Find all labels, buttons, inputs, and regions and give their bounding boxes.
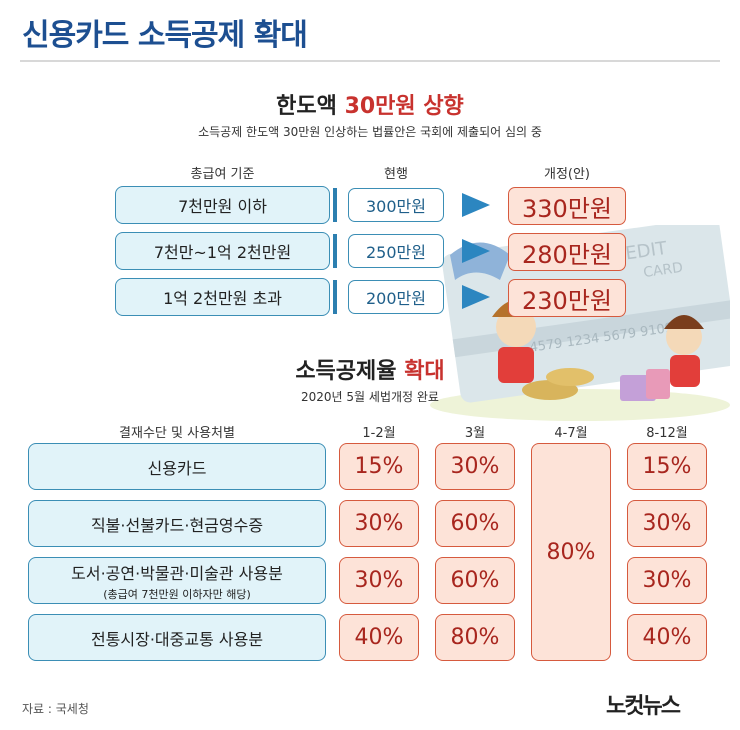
col-header-method: 결재수단 및 사용처별 — [119, 426, 235, 441]
col-header-period-1: 1-2월 — [362, 426, 396, 441]
rate-market-p2: 80% — [435, 614, 515, 661]
divider-bar — [333, 234, 337, 268]
current-limit-row-1: 300만원 — [348, 188, 444, 222]
brand-logo: 노컷뉴스 — [606, 694, 681, 719]
basis-row-2: 7천만~1억 2천만원 — [115, 232, 330, 270]
section1-description: 소득공제 한도액 30만원 인상하는 법률안은 국회에 제출되어 심의 중 — [198, 125, 542, 139]
card-text-card: CARD — [642, 260, 684, 281]
rate-market-p1: 40% — [339, 614, 419, 661]
rate-debit-p1: 30% — [339, 500, 419, 547]
method-market-transit: 전통시장·대중교통 사용분 — [28, 614, 326, 661]
basis-row-3: 1억 2천만원 초과 — [115, 278, 330, 316]
section2-title-highlight: 확대 — [404, 359, 445, 384]
arrow-right-icon — [462, 239, 490, 263]
title-divider — [20, 60, 720, 62]
section1-title-highlight: 30만원 상향 — [344, 94, 464, 119]
rate-debit-p4: 30% — [627, 500, 707, 547]
divider-bar — [333, 188, 337, 222]
rate-credit-p2: 30% — [435, 443, 515, 490]
col-header-current: 현행 — [384, 167, 408, 182]
section2-title-prefix: 소득공제율 — [295, 359, 405, 384]
source-note: 자료 : 국세청 — [22, 702, 89, 716]
col-header-revised: 개정(안) — [543, 167, 591, 182]
method-culture: 도서·공연·박물관·미술관 사용분 (총급여 7천만원 이하자만 해당) — [28, 557, 326, 604]
method-debit-cash: 직불·선불카드·현금영수증 — [28, 500, 326, 547]
basis-row-1: 7천만원 이하 — [115, 186, 330, 224]
section1-title-prefix: 한도액 — [276, 94, 345, 119]
current-limit-row-2: 250만원 — [348, 234, 444, 268]
section2-description: 2020년 5월 세법개정 완료 — [301, 390, 439, 404]
col-header-period-3: 4-7월 — [554, 426, 588, 441]
rate-credit-p1: 15% — [339, 443, 419, 490]
rate-culture-p4: 30% — [627, 557, 707, 604]
rate-market-p4: 40% — [627, 614, 707, 661]
current-limit-row-3: 200만원 — [348, 280, 444, 314]
arrow-right-icon — [462, 193, 490, 217]
rate-culture-p2: 60% — [435, 557, 515, 604]
col-header-period-2: 3월 — [464, 426, 486, 441]
arrow-right-icon — [462, 285, 490, 309]
revised-limit-row-2: 280만원 — [508, 233, 626, 271]
rate-debit-p2: 60% — [435, 500, 515, 547]
revised-limit-row-1: 330만원 — [508, 187, 626, 225]
col-header-period-4: 8-12월 — [646, 426, 688, 441]
divider-bar — [333, 280, 337, 314]
rate-culture-p1: 30% — [339, 557, 419, 604]
rate-period-3-merged: 80% — [531, 443, 611, 661]
section2-title: 소득공제율 확대 — [0, 353, 740, 385]
method-culture-note: (총급여 7천만원 이하자만 해당) — [103, 587, 251, 601]
col-header-basis: 총급여 기준 — [190, 167, 255, 182]
method-credit-card: 신용카드 — [28, 443, 326, 490]
revised-limit-row-3: 230만원 — [508, 279, 626, 317]
method-culture-label: 도서·공연·박물관·미술관 사용분 — [71, 563, 283, 583]
page-title: 신용카드 소득공제 확대 — [22, 18, 308, 53]
section1-title: 한도액 30만원 상향 — [0, 88, 740, 120]
rate-credit-p4: 15% — [627, 443, 707, 490]
